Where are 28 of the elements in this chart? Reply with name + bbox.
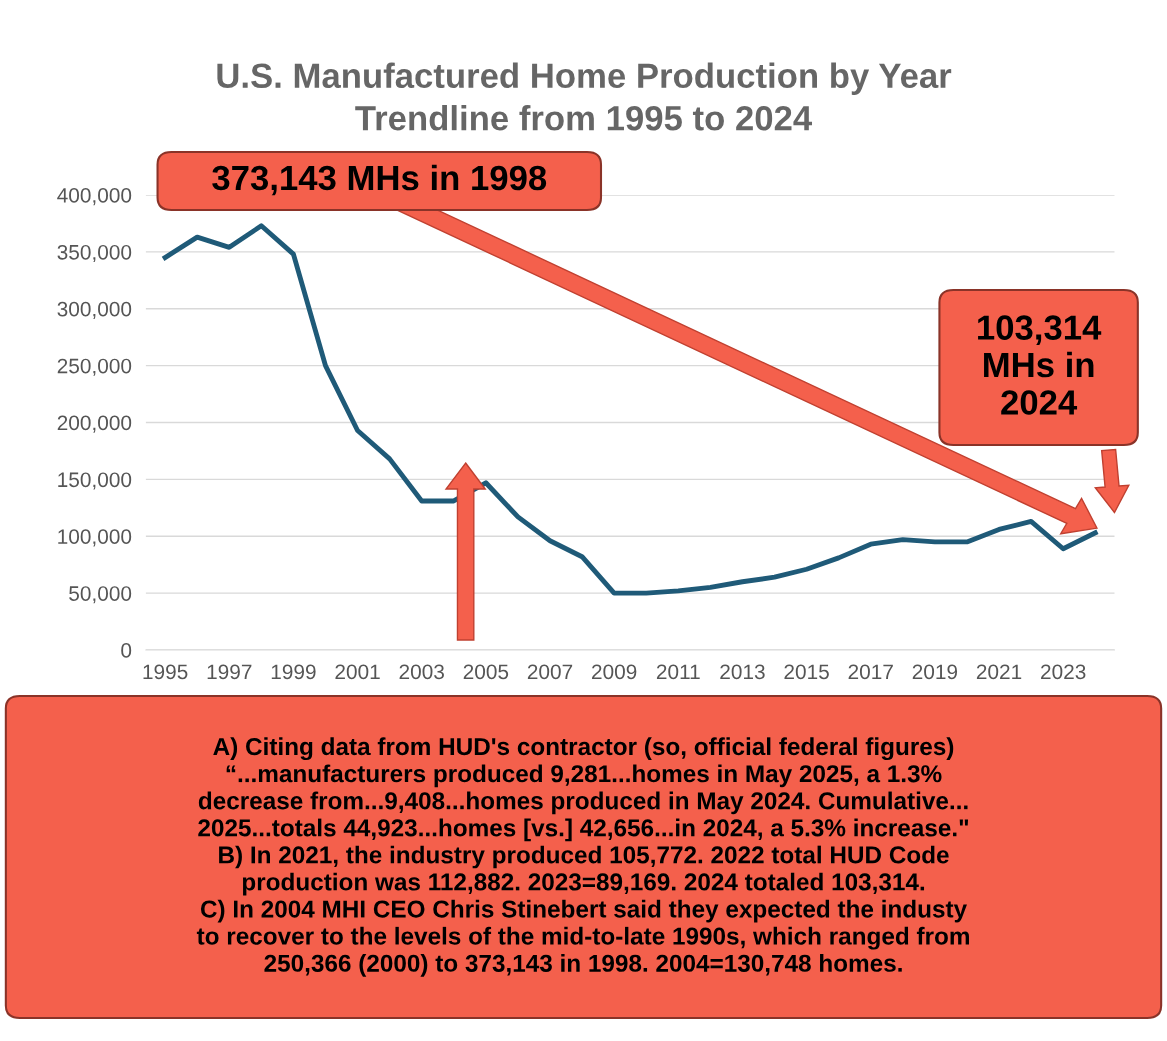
chart-title: U.S. Manufactured Home Production by Year Trendline from 1995 to 2024 [217,62,952,131]
annotation: 103,314 MHs in 2024 [978,315,1102,415]
y-tick-label: 400,000 [57,188,132,206]
y-tick-label: 150,000 [58,472,132,490]
y-tick-label: 250,000 [57,358,132,376]
x-tick-label: 2001 [335,664,380,680]
x-tick-label: 2003 [399,664,444,680]
x-tick-label: 1995 [143,664,188,680]
x-tick-label: 2015 [784,664,829,680]
x-tick-label: 1999 [271,664,316,680]
y-tick-label: 350,000 [57,244,132,263]
x-tick-label: 2011 [656,664,700,680]
x-tick-label: 2013 [720,664,765,680]
y-tick-label: 0 [121,643,132,658]
x-tick-label: 2019 [912,664,958,680]
x-tick-label: 2023 [1041,664,1086,680]
y-tick-label: 300,000 [57,301,132,319]
x-tick-label: 2021 [976,664,1022,680]
y-tick-label: 100,000 [58,529,132,547]
x-tick-label: 2017 [848,664,893,680]
x-tick-label: 2009 [592,664,637,680]
y-tick-label: 200,000 [57,415,132,433]
x-tick-label: 2005 [463,664,509,680]
annotation: 373,143 MHs in 1998 [212,164,547,196]
text: A) Citing data from HUD's contractor (so, official federal figures) “...manufacturers produced 9,281...homes in May 2025, a 1.3% decrease from...9,408...homes produced in May 2024. Cumulative... 2025...totals 44,923...homes [vs.] 42,656...in 2024, a 5.3% increase." B) In 2021, the industry produced 105,772. 2022 total HUD Code production was 112,882. 2023=89,169. 2024 totaled 103,314. C) In 2004 MHI CEO Chris Stinebert said they expected the industy to recover to the levels of the mid-to-late 1990s, which ranged from 250,366 (2000) to 373,143 in 1998. 2004=130,748 homes. [196,737,969,977]
x-tick-label: 1997 [207,664,252,680]
y-tick-label: 50,000 [69,586,132,604]
x-tick-label: 2007 [527,664,573,680]
